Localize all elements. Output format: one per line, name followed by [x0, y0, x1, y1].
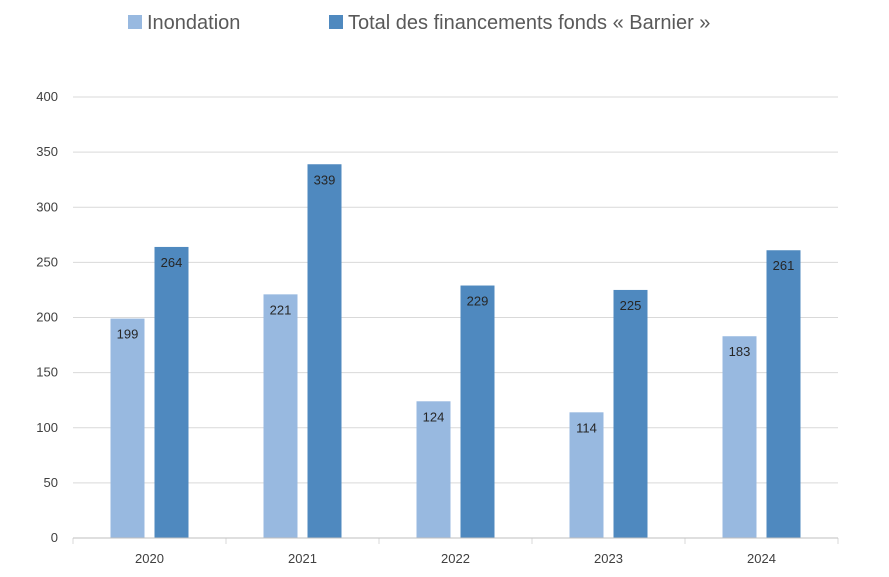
- data-label-inondation-2023: 114: [576, 420, 597, 435]
- y-tick-label-0: 0: [51, 530, 58, 545]
- legend-label-inondation: Inondation: [147, 12, 240, 34]
- legend-swatch-total-barnier: [329, 15, 343, 29]
- x-tick-label-2021: 2021: [288, 551, 317, 566]
- data-labels: 199 264 221 339 124 229 114 225 183 261: [117, 172, 795, 435]
- data-label-inondation-2022: 124: [423, 409, 445, 424]
- x-tick-label-2022: 2022: [441, 551, 470, 566]
- bar-total-barnier-2023: [613, 289, 648, 538]
- bar-inondation-2020: [110, 318, 145, 538]
- x-tick-label-2024: 2024: [747, 551, 776, 566]
- data-label-total-barnier-2022: 229: [467, 294, 489, 309]
- y-tick-label-350: 350: [36, 144, 58, 159]
- x-tick-label-2023: 2023: [594, 551, 623, 566]
- legend: Inondation Total des financements fonds …: [128, 12, 710, 34]
- legend-label-total-barnier: Total des financements fonds « Barnier »: [348, 12, 710, 34]
- bar-total-barnier-2020: [154, 246, 189, 538]
- x-tick-label-2020: 2020: [135, 551, 164, 566]
- bar-inondation-2024: [722, 336, 757, 538]
- x-axis: 2020 2021 2022 2023 2024: [72, 537, 839, 566]
- y-tick-label-300: 300: [36, 199, 58, 214]
- bar-total-barnier-2024: [766, 250, 801, 538]
- legend-swatch-inondation: [128, 15, 142, 29]
- y-axis: 0 50 100 150 200 250 300 350 400: [36, 89, 58, 545]
- data-label-total-barnier-2020: 264: [161, 255, 183, 270]
- data-label-inondation-2024: 183: [729, 344, 751, 359]
- data-label-total-barnier-2023: 225: [620, 298, 642, 313]
- bar-inondation-2023: [569, 412, 604, 538]
- data-label-inondation-2020: 199: [117, 327, 139, 342]
- y-tick-label-250: 250: [36, 254, 58, 269]
- y-tick-label-150: 150: [36, 365, 58, 380]
- y-tick-label-50: 50: [44, 475, 58, 490]
- bar-inondation-2022: [416, 401, 451, 538]
- bar-total-barnier-2022: [460, 285, 495, 538]
- gridlines: [73, 96, 838, 539]
- bar-inondation-2021: [263, 294, 298, 538]
- y-tick-label-400: 400: [36, 89, 58, 104]
- bars: [110, 164, 801, 538]
- data-label-total-barnier-2024: 261: [773, 258, 795, 273]
- data-label-total-barnier-2021: 339: [314, 172, 336, 187]
- y-tick-label-200: 200: [36, 310, 58, 325]
- bar-total-barnier-2021: [307, 164, 342, 538]
- data-label-inondation-2021: 221: [270, 302, 292, 317]
- y-tick-label-100: 100: [36, 420, 58, 435]
